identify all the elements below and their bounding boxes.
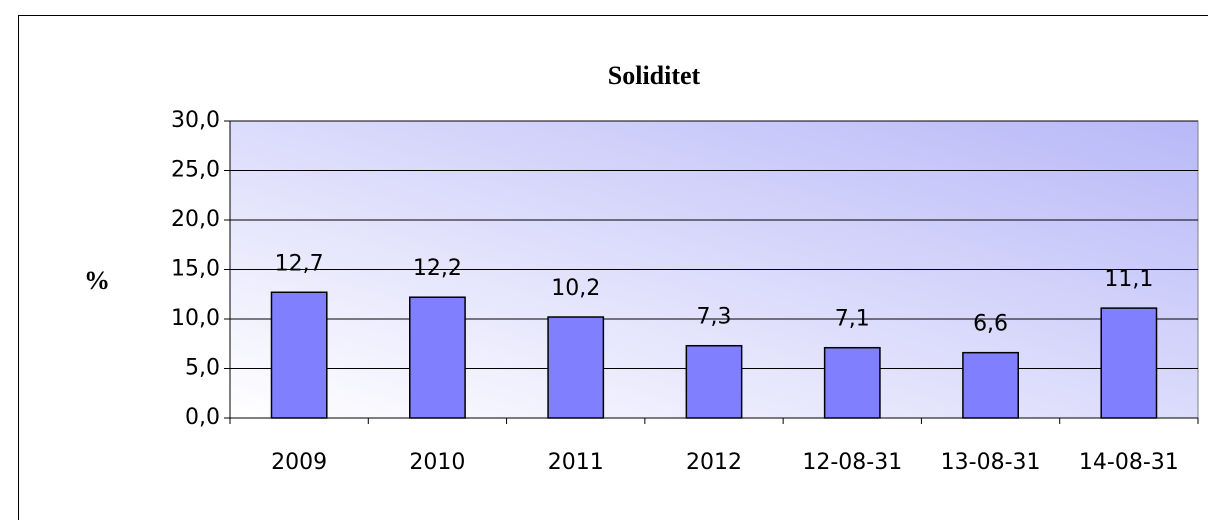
data-label: 7,1 [835,307,870,332]
data-label: 12,7 [275,251,324,276]
chart-title: Soliditet [608,61,701,90]
data-label: 7,3 [697,305,732,330]
y-tick-label: 5,0 [185,356,220,381]
y-tick-label: 25,0 [171,158,220,183]
y-tick-label: 15,0 [171,257,220,282]
y-tick-label: 0,0 [185,405,220,430]
bar [409,296,466,419]
bar [547,316,605,419]
bar [1100,307,1158,419]
x-tick-label: 14-08-31 [1079,450,1179,475]
bar [823,346,881,419]
y-tick-label: 20,0 [171,207,220,232]
x-tick-label: 12-08-31 [802,450,902,475]
data-label: 12,2 [413,256,462,281]
y-tick-label: 30,0 [171,108,220,133]
bar [962,351,1019,419]
x-tick-label: 13-08-31 [941,450,1041,475]
x-tick-label: 2010 [409,450,465,475]
x-tick-label: 2009 [271,450,327,475]
bar [685,344,743,419]
data-label: 6,6 [973,312,1008,337]
y-tick-label: 10,0 [171,306,220,331]
data-label: 10,2 [551,276,600,301]
bar [270,291,328,419]
x-tick-label: 2012 [686,450,742,475]
x-tick-label: 2011 [548,450,604,475]
data-label: 11,1 [1104,267,1153,292]
y-axis-label: % [84,266,110,295]
